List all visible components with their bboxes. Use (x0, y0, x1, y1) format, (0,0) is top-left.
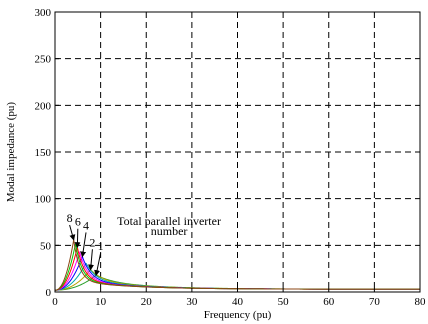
y-tick-label: 300 (35, 7, 52, 19)
x-axis-label: Frequency (pu) (204, 309, 272, 321)
annotation-text-line1: Total parallel inverter (117, 214, 221, 228)
curve-label: 2 (89, 235, 95, 249)
x-tick-label: 60 (323, 296, 335, 308)
y-tick-label: 250 (35, 54, 52, 66)
x-tick-label: 50 (278, 296, 290, 308)
curve-label: 8 (67, 211, 73, 225)
grid-lines (55, 12, 420, 292)
series-line-8 (55, 239, 420, 291)
y-tick-label: 200 (35, 100, 52, 112)
x-tick-label: 30 (186, 296, 198, 308)
x-tick-label: 20 (141, 296, 153, 308)
y-tick-label: 150 (35, 147, 52, 159)
x-tick-label: 40 (232, 296, 244, 308)
y-tick-labels: 0 50 100 150 200 250 300 (35, 7, 59, 299)
x-tick-label: 70 (369, 296, 381, 308)
curve-label-arrow (80, 232, 87, 258)
y-tick-label: 50 (40, 240, 52, 252)
curve-label: 4 (83, 218, 89, 232)
curve-label-arrow (88, 249, 95, 271)
x-tick-label: 80 (415, 296, 427, 308)
x-tick-label: 10 (95, 296, 107, 308)
curve-label: 1 (98, 239, 104, 253)
y-tick-label: 100 (35, 194, 52, 206)
curve-label-arrow (94, 252, 102, 277)
curve-label-arrow (69, 224, 76, 241)
annotation-text-line2: number (151, 224, 188, 238)
y-tick-label: 0 (46, 287, 52, 299)
x-tick-label: 0 (52, 296, 58, 308)
curves (55, 239, 420, 291)
annotations: Total parallel inverter number 8 6 42 1 (67, 211, 221, 277)
curve-label: 6 (75, 215, 81, 229)
x-tick-labels: 0 10 20 30 40 50 60 70 80 (52, 288, 426, 308)
y-axis-label: Modal impedance (pu) (5, 102, 17, 203)
